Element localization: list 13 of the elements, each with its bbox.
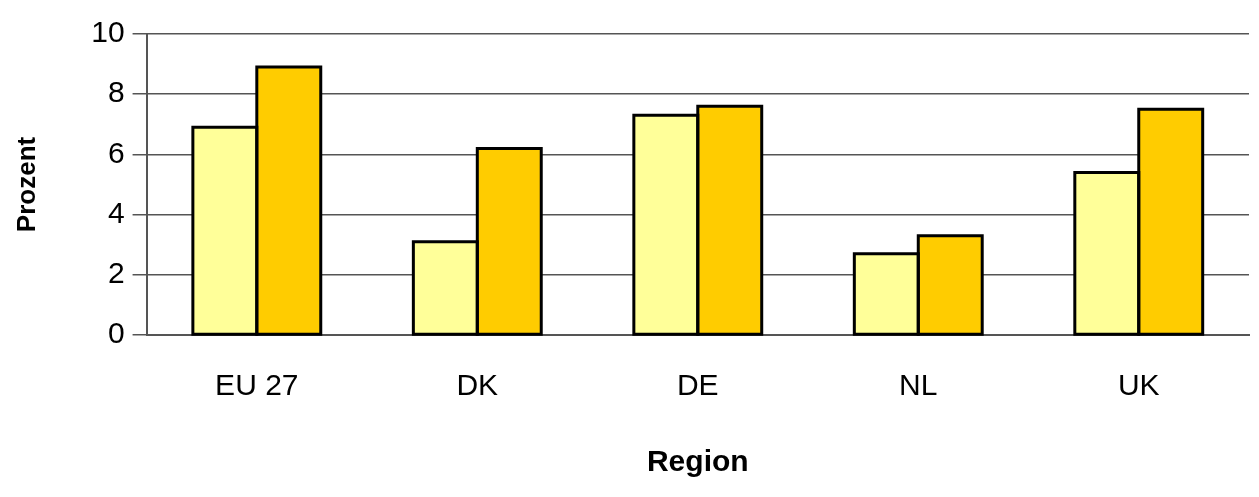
y-tick-label: 4 <box>107 195 125 229</box>
x-axis-title: Region <box>646 444 749 478</box>
y-tick-label: 10 <box>91 15 125 49</box>
y-tick-label: 0 <box>107 316 125 350</box>
x-tick-label: DE <box>676 368 719 402</box>
y-tick-label: 2 <box>107 256 125 290</box>
x-tick-label: UK <box>1117 368 1160 402</box>
y-tick-label: 6 <box>107 135 125 169</box>
y-axis-title: Prozent <box>10 136 41 233</box>
y-tick-label: 8 <box>107 75 125 109</box>
x-tick-label: NL <box>899 368 938 402</box>
x-tick-label: EU 27 <box>215 368 299 402</box>
x-tick-label: DK <box>456 368 499 402</box>
